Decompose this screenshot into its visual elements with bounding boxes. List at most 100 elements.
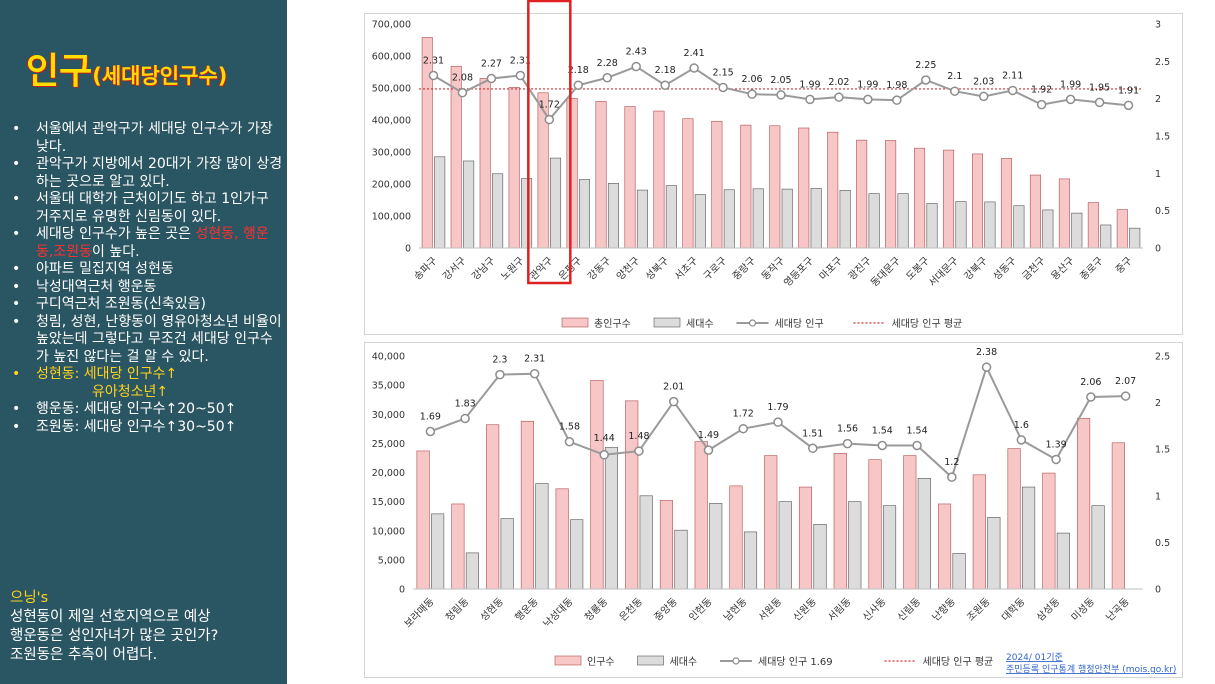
bar-households	[917, 478, 931, 590]
bar-households	[639, 495, 653, 590]
category-label: 난향동	[930, 596, 958, 624]
data-label: 1.48	[628, 431, 649, 442]
ratio-marker	[863, 94, 873, 105]
note-title: 으닝's	[10, 590, 49, 606]
bar-households	[952, 553, 966, 590]
bar-population	[729, 485, 743, 590]
y-tick-label: 100,000	[372, 212, 411, 223]
category-label: 서림동	[826, 596, 854, 624]
data-label: 1.95	[1089, 82, 1110, 93]
ratio-marker	[544, 114, 555, 125]
bar-households	[813, 524, 827, 590]
y2-tick-label: 1	[1155, 169, 1161, 180]
page-title: 인구(세대당인구수)	[26, 42, 227, 94]
data-label: 2.3	[492, 355, 507, 366]
ratio-marker	[599, 450, 609, 460]
y2-tick-label: 1	[1155, 491, 1161, 502]
y-tick-label: 300,000	[372, 148, 411, 159]
sidebar-panel: 인구(세대당인구수) 서울에서 관악구가 세대당 인구수가 가장 낮다. 관악구…	[0, 0, 287, 684]
y2-tick-label: 2.5	[1155, 57, 1170, 68]
y-tick-label: 25,000	[372, 439, 405, 450]
y2-tick-label: 2	[1155, 398, 1161, 409]
ratio-marker	[947, 472, 957, 482]
ratio-marker	[634, 446, 644, 456]
ratio-marker	[1065, 94, 1076, 105]
ratio-marker	[1123, 100, 1134, 111]
data-label: 1.99	[1060, 79, 1081, 90]
ratio-marker	[515, 70, 526, 81]
y2-tick-label: 0.5	[1155, 206, 1170, 217]
ratio-marker	[602, 73, 612, 83]
ratio-marker	[921, 75, 931, 85]
y-tick-label: 0	[399, 585, 405, 596]
bar-households	[1056, 532, 1070, 590]
bar-households	[604, 447, 619, 590]
ratio-marker	[1051, 454, 1061, 465]
category-label: 중앙동	[652, 596, 680, 624]
ratio-marker	[738, 423, 748, 434]
ratio-marker	[978, 91, 989, 102]
bar-population	[694, 441, 708, 590]
bullet-item: 조원동: 세대당 인구수↑30~50↑	[8, 419, 284, 437]
ratio-marker	[1007, 85, 1018, 96]
bullet-item: 세대당 인구수가 높은 곳은 성현동, 행운동,조원동이 높다.	[8, 226, 284, 261]
ratio-marker	[631, 61, 641, 72]
bar-households	[709, 503, 723, 590]
y2-tick-label: 2	[1155, 94, 1161, 105]
data-label: 1.72	[733, 409, 754, 420]
category-label: 미성동	[1069, 596, 1097, 624]
category-label: 조원동	[965, 596, 993, 624]
legend-swatch-marker	[732, 657, 740, 665]
y-tick-label: 500,000	[372, 84, 411, 95]
legend-label: 세대수	[686, 318, 714, 330]
ratio-marker	[892, 95, 902, 105]
data-label: 2.03	[973, 76, 994, 87]
y-tick-label: 35,000	[372, 381, 405, 392]
ratio-marker	[834, 92, 844, 102]
data-label: 1.58	[559, 422, 580, 433]
bullet-item: 성현동: 세대당 인구수↑유아청소년↑	[8, 366, 284, 401]
bar-households	[778, 501, 792, 590]
data-label: 1.54	[872, 425, 893, 436]
legend-label: 세대당 인구 평균	[923, 656, 994, 668]
y-tick-label: 15,000	[372, 497, 405, 508]
ratio-marker	[1016, 435, 1027, 445]
category-label: 난곡동	[1104, 596, 1132, 624]
data-label: 2.11	[1002, 70, 1023, 81]
title-sub: (세대당인구수)	[92, 64, 228, 88]
ratio-marker	[660, 80, 670, 90]
bullet-item: 서울대 대학가 근처이기도 하고 1인가구 거주지로 유명한 신림동이 있다.	[8, 191, 284, 226]
data-label: 1.2	[944, 457, 959, 468]
ratio-marker	[773, 417, 783, 427]
data-label: 1.99	[857, 79, 878, 90]
ratio-marker	[718, 82, 728, 93]
ratio-marker	[460, 413, 470, 424]
bar-households	[535, 483, 549, 590]
y2-tick-label: 3	[1155, 20, 1161, 31]
data-label: 2.1	[947, 71, 962, 82]
category-label: 신림동	[895, 596, 923, 624]
bar-population	[1111, 442, 1125, 590]
data-label: 1.54	[906, 425, 927, 436]
bar-households	[848, 501, 862, 590]
y-tick-label: 20,000	[372, 468, 405, 479]
bar-population	[486, 424, 500, 590]
bullet-highlight: 성현동, 행운동,조원동	[36, 226, 269, 260]
bar-households	[1022, 486, 1036, 590]
ratio-marker	[950, 86, 960, 96]
legend-swatch-bar	[554, 655, 582, 666]
bullet-item: 관악구가 지방에서 20대가 가장 많이 상경하는 곳으로 알고 있다.	[8, 156, 284, 191]
data-label: 1.49	[698, 430, 719, 441]
category-label: 행운동	[513, 596, 541, 624]
y-tick-label: 5,000	[378, 555, 405, 566]
data-label: 1.92	[1031, 85, 1052, 96]
category-label: 신사동	[860, 596, 888, 624]
ratio-marker	[981, 362, 992, 372]
bar-population	[937, 503, 952, 590]
legend-label: 세대당 인구 1.69	[758, 656, 833, 668]
bar-population	[903, 455, 917, 590]
ratio-marker	[1120, 391, 1131, 401]
ratio-marker	[912, 440, 922, 451]
data-label: 1.79	[767, 402, 788, 413]
